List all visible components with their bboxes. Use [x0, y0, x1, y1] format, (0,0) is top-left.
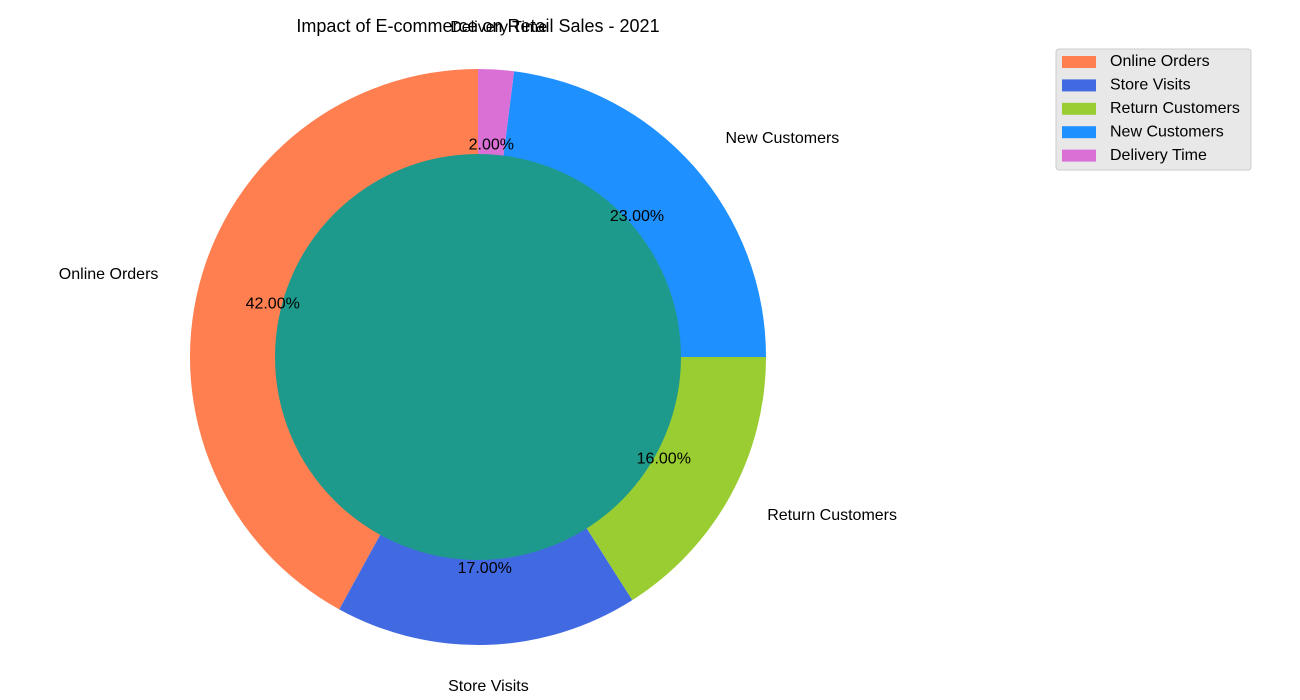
donut-center	[275, 154, 681, 560]
chart-title: Impact of E-commerce on Retail Sales - 2…	[296, 16, 659, 36]
percent-label-store-visits: 17.00%	[458, 560, 512, 577]
legend-label-delivery-time: Delivery Time	[1110, 147, 1207, 164]
percent-label-return-customers: 16.00%	[637, 450, 691, 467]
slice-label-return-customers: Return Customers	[767, 507, 897, 524]
percent-label-online-orders: 42.00%	[246, 296, 300, 313]
legend-swatch-store-visits	[1062, 79, 1096, 92]
slice-label-new-customers: New Customers	[726, 130, 840, 147]
legend: Online Orders Store Visits Return Customer…	[1055, 48, 1252, 171]
slice-label-online-orders: Online Orders	[59, 266, 159, 283]
legend-swatch-online-orders	[1062, 56, 1096, 68]
legend-label-online-orders: Online Orders	[1110, 53, 1210, 70]
slice-label-delivery-time: Delivery Time	[450, 19, 547, 36]
legend-label-return-customers: Return Customers	[1110, 100, 1240, 117]
percent-labels-group: 42.00% 17.00% 16.00% 23.00% 2.00%	[246, 137, 691, 578]
legend-swatch-delivery-time	[1062, 149, 1096, 162]
legend-frame	[1055, 48, 1252, 171]
legend-swatch-return-customers	[1062, 102, 1096, 115]
slice-labels-group: Online Orders Store Visits Return Customer…	[59, 19, 897, 695]
percent-label-new-customers: 23.00%	[610, 208, 664, 225]
legend-label-new-customers: New Customers	[1110, 123, 1224, 140]
percent-label-delivery-time: 2.00%	[469, 137, 514, 154]
legend-swatch-new-customers	[1062, 126, 1096, 139]
slice-label-store-visits: Store Visits	[448, 678, 529, 695]
legend-label-store-visits: Store Visits	[1110, 77, 1191, 94]
